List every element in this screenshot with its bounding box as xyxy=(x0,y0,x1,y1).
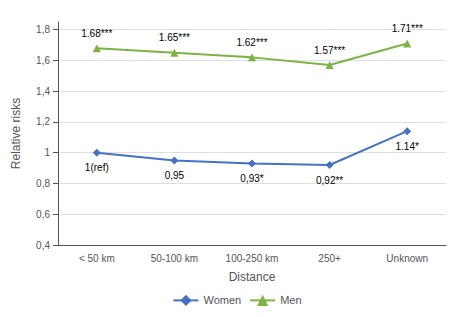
svg-text:Women: Women xyxy=(203,294,241,306)
svg-text:50-100 km: 50-100 km xyxy=(151,253,198,264)
svg-text:1.14*: 1.14* xyxy=(396,141,419,152)
svg-text:1.71***: 1.71*** xyxy=(392,23,423,34)
svg-text:0,93*: 0,93* xyxy=(240,173,263,184)
svg-text:1.65***: 1.65*** xyxy=(159,32,190,43)
svg-text:1.57***: 1.57*** xyxy=(314,45,345,56)
svg-text:1.62***: 1.62*** xyxy=(236,37,267,48)
svg-text:0,4: 0,4 xyxy=(36,240,50,251)
svg-text:0,95: 0,95 xyxy=(165,170,185,181)
svg-text:0,92**: 0,92** xyxy=(316,175,343,186)
svg-text:Men: Men xyxy=(280,294,301,306)
svg-text:< 50 km: < 50 km xyxy=(79,253,115,264)
svg-text:1(ref): 1(ref) xyxy=(85,162,109,173)
svg-text:1.68***: 1.68*** xyxy=(81,28,112,39)
svg-text:1,2: 1,2 xyxy=(36,116,50,127)
svg-text:0,8: 0,8 xyxy=(36,178,50,189)
svg-text:1,8: 1,8 xyxy=(36,24,50,35)
svg-text:Unknown: Unknown xyxy=(386,253,428,264)
svg-text:100-250 km: 100-250 km xyxy=(226,253,279,264)
svg-text:1,4: 1,4 xyxy=(36,86,50,97)
svg-text:250+: 250+ xyxy=(318,253,341,264)
svg-text:Distance: Distance xyxy=(229,270,276,284)
svg-text:Relative risks: Relative risks xyxy=(9,98,23,169)
svg-text:1,6: 1,6 xyxy=(36,55,50,66)
svg-text:0,6: 0,6 xyxy=(36,209,50,220)
svg-text:1: 1 xyxy=(44,147,50,158)
